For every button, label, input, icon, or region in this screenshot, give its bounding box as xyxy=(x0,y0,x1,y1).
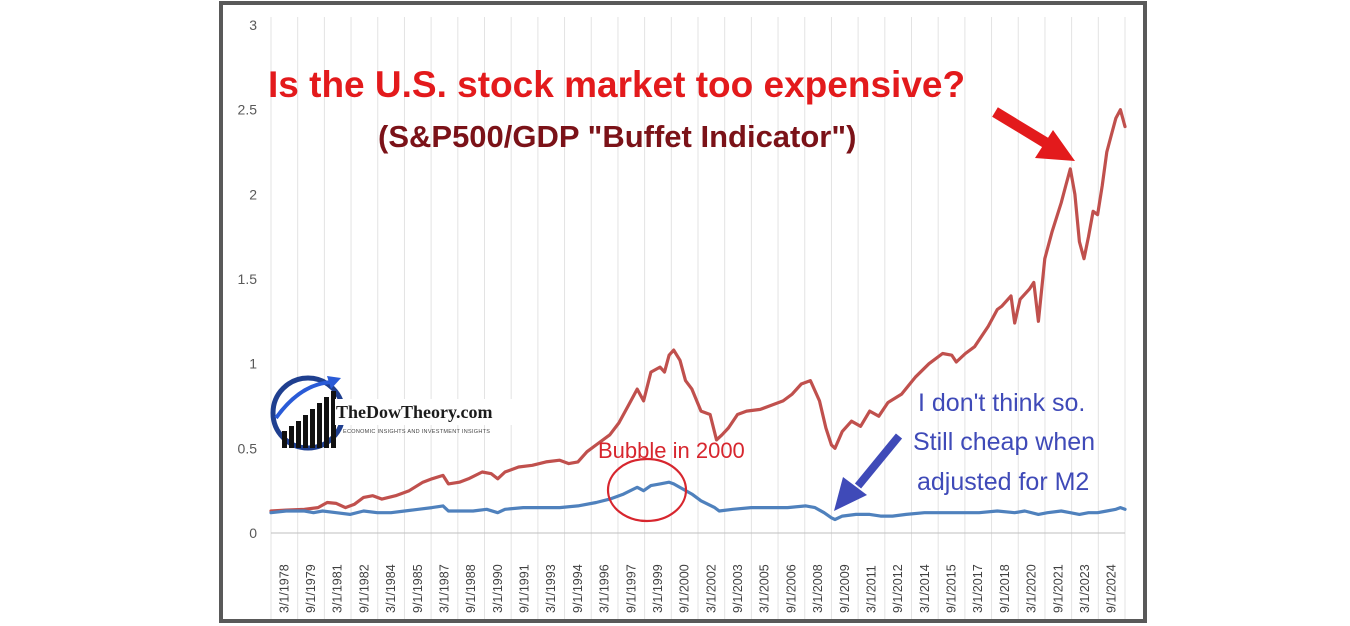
x-tick-label: 3/1/2023 xyxy=(1078,564,1092,613)
x-tick-label: 3/1/2017 xyxy=(971,564,985,613)
x-tick-label: 3/1/1993 xyxy=(544,564,558,613)
logo-arrow-icon xyxy=(274,376,341,420)
x-tick-label: 3/1/1978 xyxy=(277,564,291,613)
x-tick-label: 9/1/1982 xyxy=(357,564,371,613)
y-tick-label: 1.5 xyxy=(238,271,258,287)
thedowtheory-logo: TheDowTheory.com ECONOMIC INSIGHTS AND I… xyxy=(270,375,525,451)
x-tick-label: 9/1/1997 xyxy=(624,564,638,613)
adjusted-m2-series-line xyxy=(269,480,1127,522)
x-tick-label: 9/1/2015 xyxy=(945,564,959,613)
y-tick-label: 0 xyxy=(249,525,257,541)
x-tick-label: 3/1/1984 xyxy=(384,564,398,613)
y-tick-label: 0.5 xyxy=(238,440,258,456)
red-arrow-annotation xyxy=(992,107,1075,161)
blue-arrow-annotation xyxy=(834,433,903,511)
y-axis-tick-labels: 0 0.5 1 1.5 2 2.5 3 xyxy=(238,17,258,541)
y-tick-label: 1 xyxy=(249,356,257,372)
x-tick-label: 3/1/1987 xyxy=(437,564,451,613)
x-tick-label: 9/1/2018 xyxy=(998,564,1012,613)
x-tick-label: 3/1/1990 xyxy=(491,564,505,613)
x-tick-label: 3/1/2011 xyxy=(864,565,878,613)
x-tick-label: 3/1/2014 xyxy=(918,564,932,613)
x-tick-label: 9/1/2021 xyxy=(1051,564,1065,613)
x-tick-label: 9/1/2024 xyxy=(1105,564,1119,613)
x-tick-label: 9/1/1994 xyxy=(571,564,585,613)
buffett-indicator-chart: 0 0.5 1 1.5 2 2.5 3 3/1/1978 9/1/1979 3/1/1981 9/… xyxy=(238,17,1127,619)
bubble-label: Bubble in 2000 xyxy=(598,438,745,463)
x-tick-label: 3/1/2020 xyxy=(1025,564,1039,613)
note-line-2: Still cheap when xyxy=(913,428,1095,456)
logo-tagline: ECONOMIC INSIGHTS AND INVESTMENT INSIGHT… xyxy=(343,429,490,435)
x-tick-label: 9/1/1988 xyxy=(464,564,478,613)
x-tick-label: 9/1/2009 xyxy=(838,564,852,613)
x-tick-label: 3/1/1981 xyxy=(331,564,345,613)
chart-frame: 0 0.5 1 1.5 2 2.5 3 3/1/1978 9/1/1979 3/1/1981 9/… xyxy=(219,1,1147,623)
y-tick-label: 2 xyxy=(249,186,257,202)
x-tick-label: 3/1/1996 xyxy=(598,564,612,613)
x-tick-label: 9/1/2012 xyxy=(891,564,905,613)
x-tick-label: 9/1/1985 xyxy=(411,564,425,613)
x-tick-label: 3/1/2008 xyxy=(811,564,825,613)
series-lines xyxy=(269,108,1127,522)
x-tick-label: 3/1/2002 xyxy=(704,564,718,613)
vertical-gridlines xyxy=(270,17,1126,619)
x-tick-label: 9/1/1991 xyxy=(518,564,532,613)
sp500-gdp-series-line xyxy=(269,108,1127,513)
chart-title: Is the U.S. stock market too expensive? xyxy=(268,64,965,105)
x-tick-label: 3/1/2005 xyxy=(758,564,772,613)
y-tick-label: 2.5 xyxy=(238,102,258,118)
x-tick-label: 9/1/2006 xyxy=(784,564,798,613)
x-tick-label: 9/1/1979 xyxy=(304,564,318,613)
x-tick-label: 9/1/2000 xyxy=(678,564,692,613)
y-tick-label: 3 xyxy=(249,17,257,33)
x-tick-label: 9/1/2003 xyxy=(731,564,745,613)
note-line-3: adjusted for M2 xyxy=(917,468,1089,496)
x-tick-label: 3/1/1999 xyxy=(651,564,665,613)
logo-name: TheDowTheory.com xyxy=(336,402,493,422)
logo-bars-icon xyxy=(282,391,336,448)
x-axis-tick-labels: 3/1/1978 9/1/1979 3/1/1981 9/1/1982 3/1/1984… xyxy=(277,564,1118,613)
bubble-circle xyxy=(606,457,688,523)
note-line-1: I don't think so. xyxy=(918,389,1085,417)
chart-subtitle: (S&P500/GDP "Buffet Indicator") xyxy=(378,119,856,154)
